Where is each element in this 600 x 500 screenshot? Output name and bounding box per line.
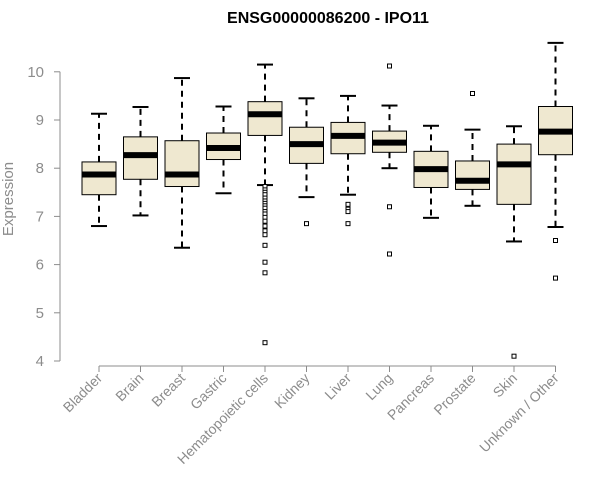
y-tick-label: 9 bbox=[36, 112, 44, 129]
box bbox=[496, 143, 532, 205]
outlier-point bbox=[511, 353, 517, 359]
x-tick-label: Bladder bbox=[60, 370, 106, 416]
x-tick-label: Brain bbox=[112, 370, 146, 404]
outlier-point bbox=[304, 221, 309, 227]
box-group bbox=[372, 63, 407, 257]
box-group bbox=[330, 94, 366, 227]
box-group bbox=[206, 105, 241, 195]
outlier-point bbox=[262, 340, 268, 346]
box-group bbox=[496, 125, 532, 359]
outlier-point bbox=[345, 201, 351, 207]
outlier-point bbox=[262, 270, 268, 276]
boxes-group bbox=[81, 41, 573, 359]
y-tick-label: 7 bbox=[36, 208, 44, 225]
outlier-point bbox=[387, 251, 392, 257]
y-tick-label: 8 bbox=[36, 160, 44, 177]
box bbox=[247, 101, 283, 136]
box-group bbox=[455, 90, 490, 207]
box-group bbox=[81, 112, 117, 228]
outlier-point bbox=[262, 242, 268, 248]
outlier-point bbox=[262, 259, 268, 265]
box-group bbox=[538, 41, 573, 281]
y-tick-label: 10 bbox=[27, 64, 44, 81]
y-tick-label: 6 bbox=[36, 257, 44, 274]
x-tick-label: Lung bbox=[362, 370, 395, 403]
y-tick-label: 4 bbox=[36, 353, 44, 370]
outlier-point bbox=[387, 204, 392, 210]
box-group bbox=[164, 77, 200, 249]
y-tick-label: 5 bbox=[36, 305, 44, 322]
outlier-point bbox=[262, 218, 268, 224]
box-group bbox=[289, 97, 324, 227]
x-tick-label: Liver bbox=[321, 370, 354, 403]
outlier-point bbox=[470, 90, 475, 96]
box-group bbox=[247, 63, 283, 346]
y-axis-label: Expression bbox=[0, 162, 17, 236]
x-tick-label: Skin bbox=[490, 370, 521, 401]
outlier-point bbox=[345, 209, 351, 215]
box bbox=[455, 160, 490, 190]
x-tick-label: Breast bbox=[148, 370, 188, 410]
y-axis: 4 5 6 7 8 9 10 bbox=[27, 64, 61, 370]
x-tick-label: Unknown / Other bbox=[476, 370, 562, 456]
outlier-point bbox=[262, 223, 268, 229]
box-group bbox=[413, 124, 449, 219]
chart-title: ENSG00000086200 - IPO11 bbox=[227, 10, 429, 27]
box bbox=[81, 161, 117, 196]
outlier-point bbox=[553, 238, 558, 243]
outlier-point bbox=[262, 232, 268, 238]
x-tick-label: Prostate bbox=[430, 370, 478, 418]
box bbox=[164, 140, 200, 188]
box-group bbox=[123, 105, 158, 217]
x-tick-label: Kidney bbox=[271, 370, 313, 412]
outlier-point bbox=[553, 275, 558, 281]
outlier-point bbox=[345, 221, 351, 227]
outlier-point bbox=[387, 63, 392, 69]
